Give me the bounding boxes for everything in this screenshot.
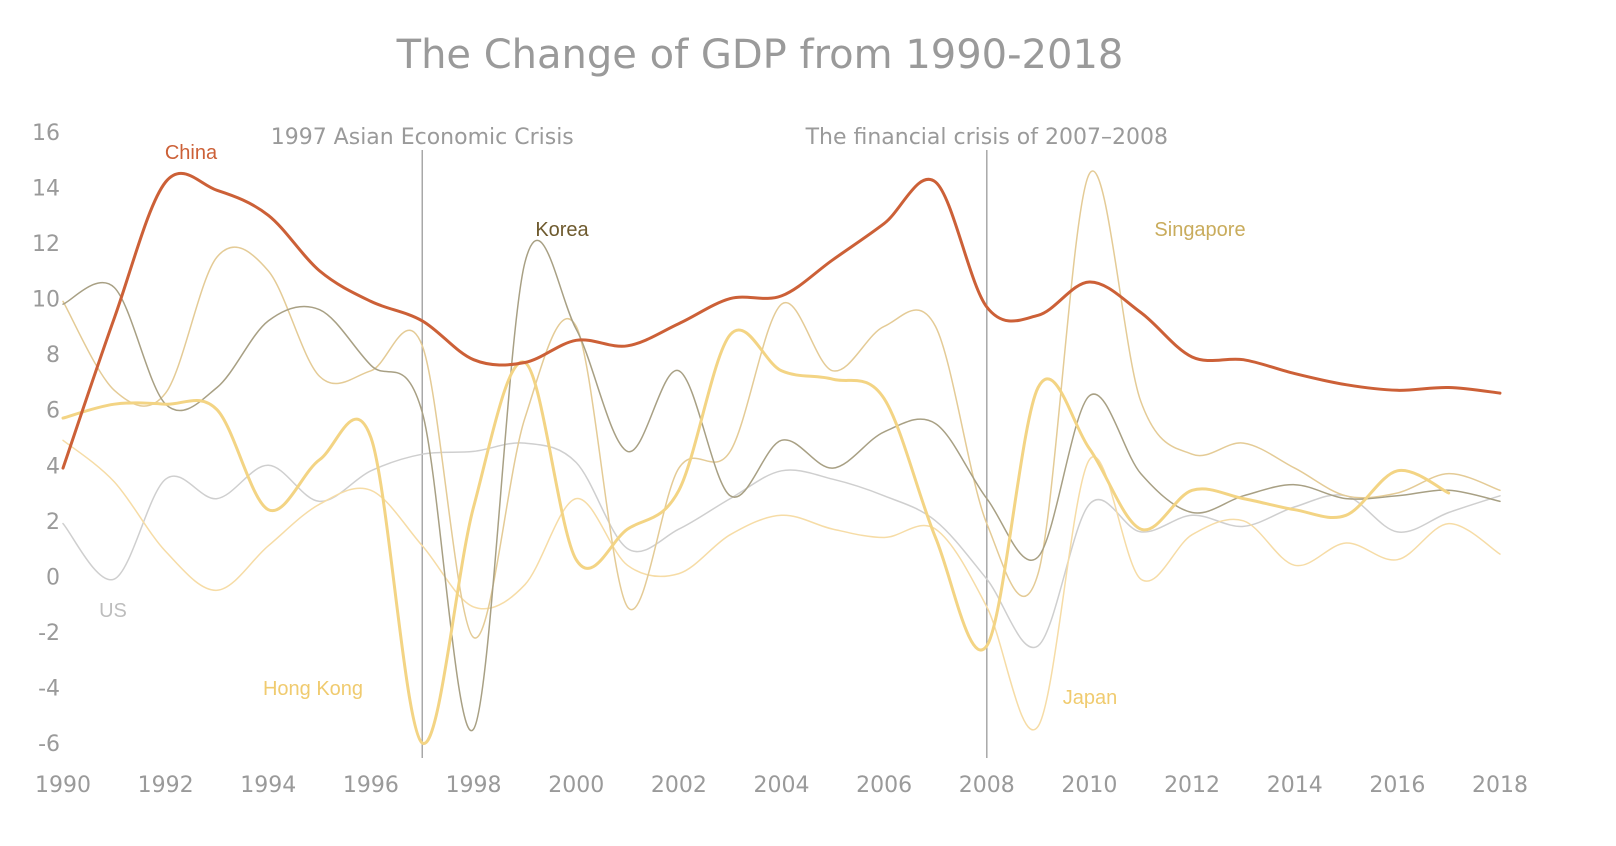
y-tick-label: 4 [46,454,60,479]
y-tick-label: -2 [38,621,60,646]
series-line-japan [62,439,1501,731]
x-tick-label: 2008 [959,773,1015,798]
x-tick-label: 1990 [35,773,91,798]
y-tick-label: 14 [32,177,60,202]
series-line-us [62,442,1501,649]
series-line-singapore [62,170,1501,639]
series-line-korea [62,239,1501,732]
y-tick-label: 2 [46,510,60,535]
x-tick-label: 2014 [1267,773,1323,798]
x-tick-label: 2018 [1472,773,1528,798]
y-tick-label: 16 [32,121,60,146]
x-tick-label: 1992 [138,773,194,798]
chart-title: The Change of GDP from 1990-2018 [396,32,1124,78]
y-tick-label: 12 [32,232,60,257]
x-tick-label: 2010 [1061,773,1117,798]
series-label-singapore: Singapore [1154,219,1245,241]
x-tick-label: 2004 [754,773,810,798]
y-tick-label: 8 [46,343,60,368]
y-tick-label: 0 [46,565,60,590]
y-tick-label: 10 [32,288,60,313]
y-axis-ticks: 16 14 12 10 8 6 4 2 0 -2 -4 -6 [32,121,60,757]
y-tick-label: 6 [46,399,60,424]
event-label: The financial crisis of 2007–2008 [805,125,1168,150]
series-label-us: US [99,600,127,622]
series-line-china [61,171,1502,470]
series-label-hong-kong: Hong Kong [263,678,363,700]
x-axis-ticks: 1990 1992 1994 1996 1998 2000 2002 2004 2006 2008… [35,773,1528,798]
series-label-korea: Korea [535,219,589,241]
series-line-hong-kong [61,328,1451,745]
event-label: 1997 Asian Economic Crisis [271,125,574,150]
series-label-china: China [165,142,218,164]
x-tick-label: 1996 [343,773,399,798]
y-tick-label: -4 [38,676,60,701]
x-tick-label: 2016 [1369,773,1425,798]
x-tick-label: 1994 [240,773,296,798]
series-lines [61,170,1502,745]
x-tick-label: 2006 [856,773,912,798]
series-label-japan: Japan [1063,687,1118,709]
event-markers: 1997 Asian Economic Crisis The financial … [271,125,1168,758]
series-labels: China Korea Singapore US Hong Kong Japan [99,142,1245,709]
y-tick-label: -6 [38,732,60,757]
x-tick-label: 2002 [651,773,707,798]
x-tick-label: 1998 [446,773,502,798]
x-tick-label: 2012 [1164,773,1220,798]
x-tick-label: 2000 [548,773,604,798]
